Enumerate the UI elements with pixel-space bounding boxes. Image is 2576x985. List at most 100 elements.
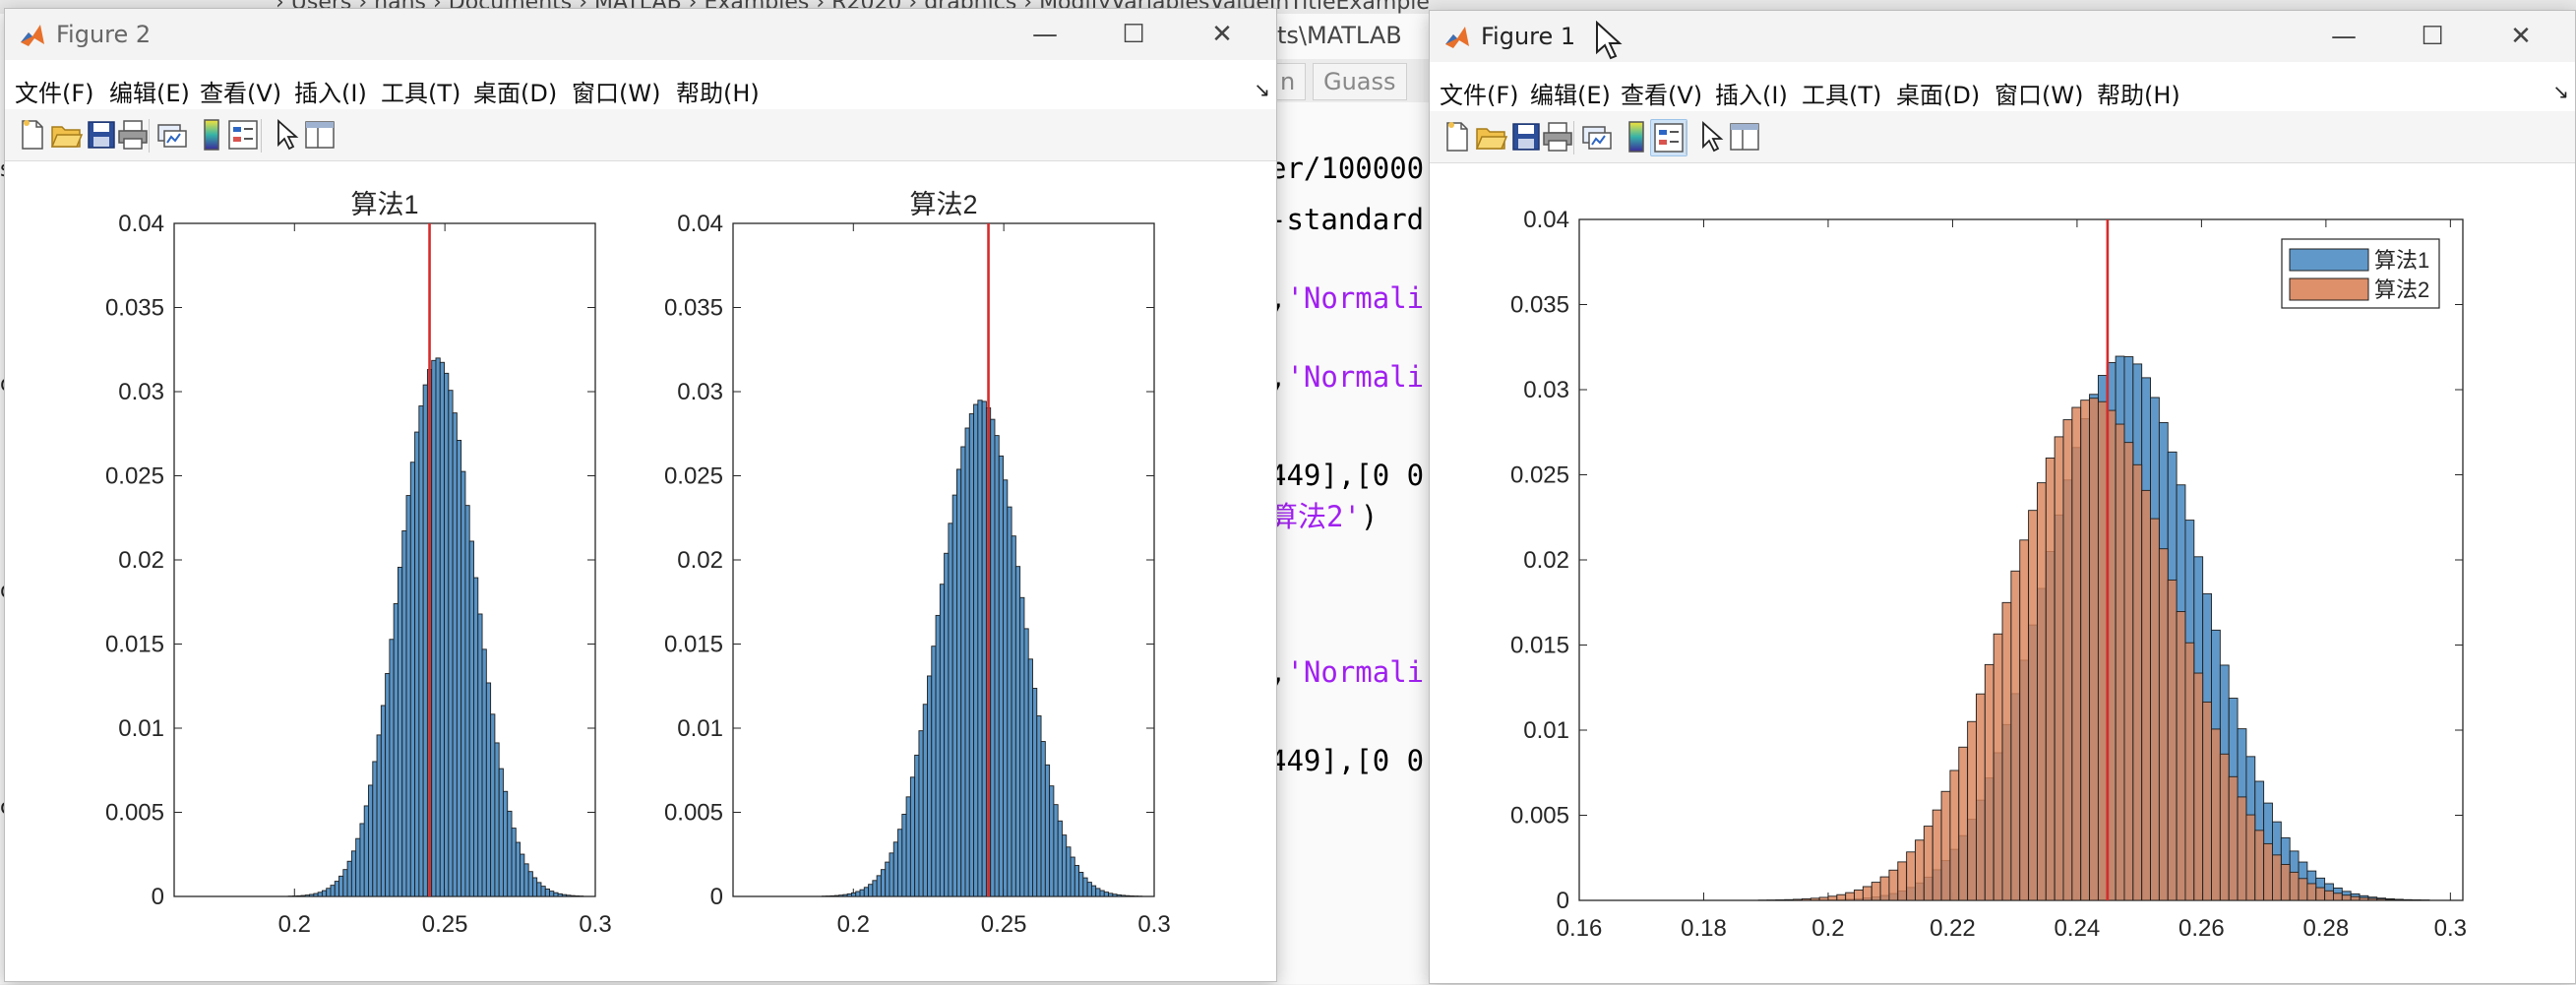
close-button[interactable]: ✕ [2486,17,2555,56]
histogram-bar [1109,893,1113,896]
code-text: 449],[0 0 [1269,744,1424,777]
histogram-bar [936,615,940,896]
legend-icon[interactable] [1650,119,1687,156]
subplot-title: 算法2 [909,190,977,219]
save-icon[interactable] [1508,119,1544,154]
figure2-titlebar[interactable]: Figure 2 — ☐ ✕ [5,9,1276,60]
print-icon[interactable] [1540,119,1575,154]
pointer-icon[interactable] [269,117,304,153]
histogram-bar [1096,889,1100,896]
menu-tools[interactable]: 工具(T) [381,74,460,108]
figure2-window[interactable]: Figure 2 — ☐ ✕ 文件(F) 编辑(E) 查看(V) 插入(I) 工… [4,8,1277,982]
histogram-bar [398,567,401,896]
histogram-bar [305,895,309,896]
code-line[interactable]: ,'Normali [1269,360,1424,394]
colorbar-icon[interactable] [1619,119,1654,154]
link-plot-icon[interactable] [154,117,190,153]
code-line[interactable]: -standard [1269,203,1424,236]
code-line[interactable]: 449],[0 0 [1269,744,1424,777]
editor-tab-guass[interactable]: Guass [1313,63,1407,100]
histogram-bar [860,890,864,896]
histogram-bar [1837,894,1846,900]
histogram-bar [402,530,406,896]
menu-edit[interactable]: 编辑(E) [1530,76,1611,110]
histogram-bar [940,585,944,896]
menu-insert[interactable]: 插入(I) [1715,76,1788,110]
code-line[interactable]: 449],[0 0 [1269,459,1424,492]
histogram-bar [360,824,364,896]
histogram-bar [2246,815,2255,900]
menu-file[interactable]: 文件(F) [15,74,94,108]
print-icon[interactable] [115,117,151,153]
figure1-titlebar[interactable]: Figure 1 — ☐ ✕ [1430,11,2575,62]
close-button[interactable]: ✕ [1188,15,1257,54]
maximize-button[interactable]: ☐ [1099,15,1168,54]
histogram-bar [1079,872,1083,896]
histogram-bar [469,541,473,896]
maximize-button[interactable]: ☐ [2398,17,2467,56]
code-line[interactable]: ,'Normali [1269,281,1424,315]
menu-window[interactable]: 窗口(W) [1994,76,2083,110]
menu-window[interactable]: 窗口(W) [572,74,660,108]
histogram-bar [503,791,507,896]
menu-tools[interactable]: 工具(T) [1802,76,1881,110]
histogram-bar [902,814,906,896]
colorbar-icon[interactable] [194,117,229,153]
legend-icon[interactable] [225,117,261,153]
y-tick-label: 0.02 [1523,547,1569,574]
y-tick-label: 0.02 [118,547,164,574]
property-inspector-icon[interactable] [1727,119,1762,154]
histogram-bar [449,391,453,896]
histogram-bar [571,895,575,896]
open-file-icon[interactable] [48,117,84,153]
minimize-button[interactable]: — [2309,17,2378,56]
menu-view[interactable]: 查看(V) [200,74,281,108]
histogram-bar [991,419,995,896]
histogram-bar [830,895,834,896]
code-text: ) [1361,500,1378,533]
histogram-bar [2281,864,2290,900]
menu-file[interactable]: 文件(F) [1440,76,1519,110]
save-icon[interactable] [84,117,119,153]
minimize-button[interactable]: — [1011,15,1079,54]
histogram-bar [419,406,423,896]
menu-insert[interactable]: 插入(I) [294,74,367,108]
menu-view[interactable]: 查看(V) [1621,76,1702,110]
histogram-bar [2299,879,2307,900]
menu-desktop[interactable]: 桌面(D) [1896,76,1980,110]
menu-desktop[interactable]: 桌面(D) [473,74,557,108]
histogram-bar [1889,870,1898,900]
dock-arrow-icon[interactable]: ↘ [2552,80,2569,103]
figure1-window[interactable]: Figure 1 — ☐ ✕ 文件(F) 编辑(E) 查看(V) 插入(I) 工… [1429,10,2576,984]
code-line[interactable]: er/100000 [1269,152,1424,185]
figure1-menubar: 文件(F) 编辑(E) 查看(V) 插入(I) 工具(T) 桌面(D) 窗口(W… [1430,70,2575,109]
histogram-bar [965,428,969,896]
dock-arrow-icon[interactable]: ↘ [1254,78,1270,101]
histogram-bar [524,864,528,896]
histogram-bar [2220,754,2229,900]
menu-help[interactable]: 帮助(H) [676,74,760,108]
open-file-icon[interactable] [1473,119,1508,154]
histogram-bar [1898,862,1907,900]
menu-edit[interactable]: 编辑(E) [109,74,190,108]
y-tick-label: 0.03 [1523,377,1569,403]
histogram-bar [1810,898,1819,900]
histogram-bar [847,893,851,896]
histogram-bar [889,853,893,896]
histogram-bar [1959,747,1968,900]
histogram-bar [2212,729,2221,900]
legend-label: 算法2 [2374,277,2429,302]
new-figure-icon[interactable] [1440,119,1475,154]
histogram-bar [377,735,381,896]
new-figure-icon[interactable] [15,117,50,153]
menu-help[interactable]: 帮助(H) [2097,76,2180,110]
property-inspector-icon[interactable] [302,117,337,153]
pointer-icon[interactable] [1693,119,1729,154]
link-plot-icon[interactable] [1579,119,1615,154]
x-tick-label: 0.25 [981,911,1027,938]
histogram-bar [1785,899,1794,900]
figure1-plot: 00.0050.010.0150.020.0250.030.0350.040.1… [1430,164,2575,983]
code-line[interactable]: ,'Normali [1269,655,1424,689]
code-line[interactable]: 算法2') [1269,494,1378,535]
